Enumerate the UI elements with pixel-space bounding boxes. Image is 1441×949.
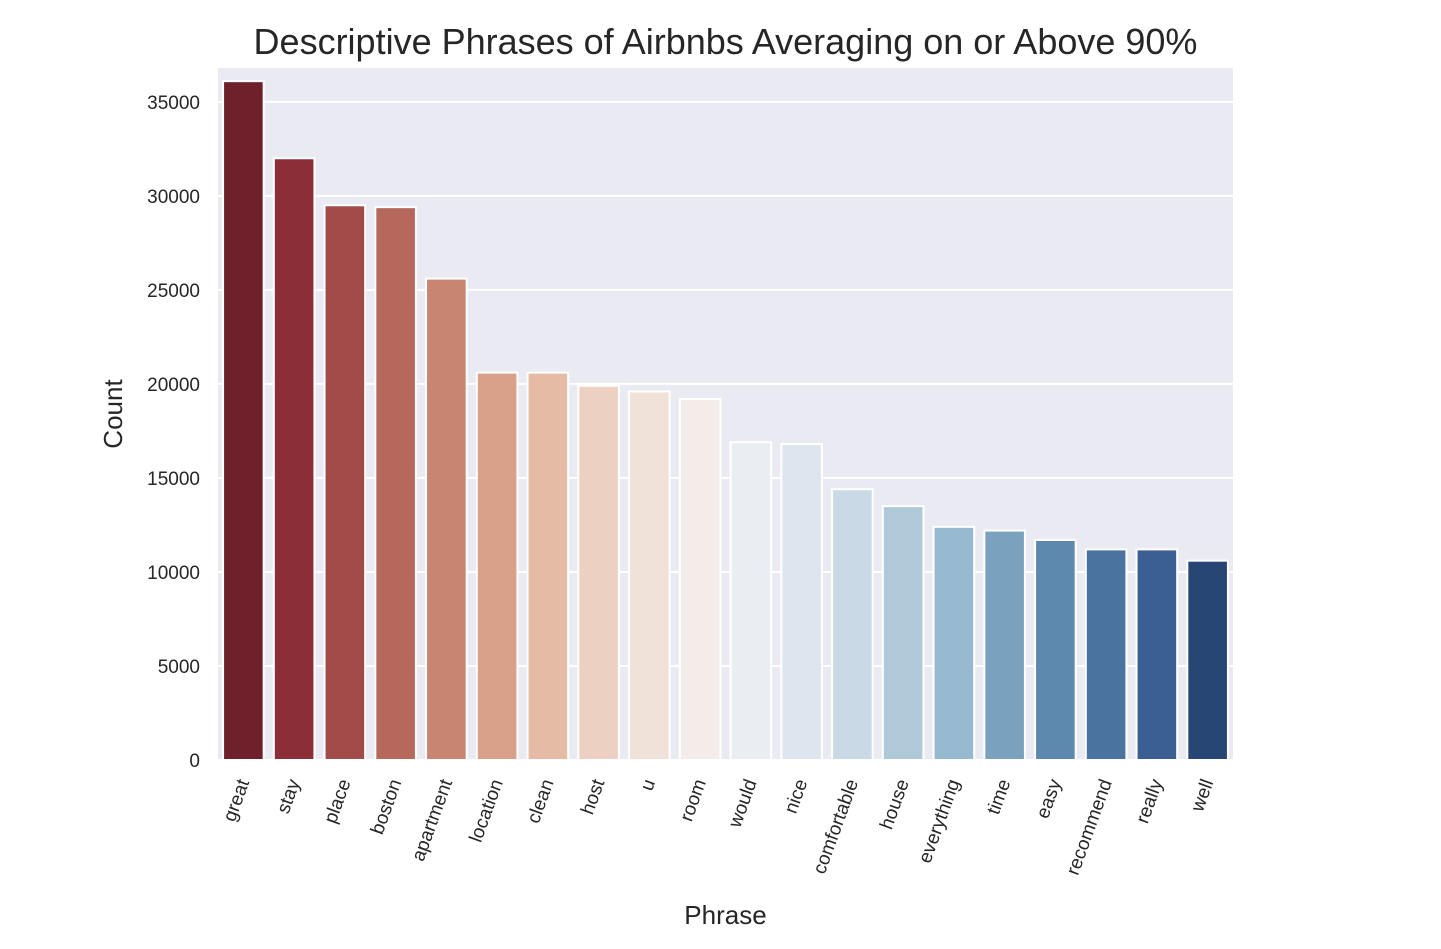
- y-tick-label: 30000: [147, 187, 200, 208]
- x-tick-label: location: [466, 777, 508, 846]
- x-tick-label: everything: [915, 777, 965, 867]
- x-tick-label: u: [637, 777, 660, 794]
- y-tick-label: 25000: [147, 281, 200, 302]
- x-tick-label: apartment: [408, 776, 457, 864]
- x-tick-label: comfortable: [809, 777, 863, 877]
- x-tick-label: room: [676, 777, 711, 825]
- y-tick-label: 15000: [147, 469, 200, 490]
- x-axis-label: Phrase: [684, 900, 766, 930]
- y-axis-label: Count: [98, 379, 128, 449]
- bar-great: [222, 80, 265, 762]
- plot-area: [218, 68, 1233, 760]
- bar-place: [323, 204, 367, 762]
- bars: [222, 80, 1229, 762]
- x-tick-label: time: [983, 777, 1015, 818]
- bar-time: [983, 529, 1026, 762]
- x-tick-label: really: [1132, 776, 1167, 826]
- x-tick-label: well: [1187, 777, 1218, 816]
- x-tick-label: clean: [523, 777, 558, 827]
- y-tick-label: 20000: [147, 375, 200, 396]
- x-tick-label: easy: [1033, 776, 1067, 821]
- x-tick-label: host: [577, 776, 609, 818]
- bar-boston: [374, 206, 417, 762]
- chart-title: Descriptive Phrases of Airbnbs Averaging…: [254, 21, 1198, 62]
- y-tick-label: 10000: [147, 563, 200, 584]
- y-axis-ticks: 0 5000 10000 15000 20000 25000 30000 35000: [147, 93, 200, 772]
- bar-location: [475, 371, 519, 761]
- x-tick-label: recommend: [1063, 777, 1117, 878]
- bar-house: [881, 505, 925, 761]
- y-tick-label: 5000: [158, 657, 200, 678]
- bar-clean: [526, 371, 570, 761]
- bar-nice: [780, 443, 823, 761]
- bar-well: [1186, 559, 1229, 761]
- x-tick-label: place: [320, 777, 355, 827]
- x-tick-label: house: [876, 777, 913, 833]
- bar-u: [628, 390, 671, 761]
- bar-host: [577, 384, 620, 761]
- bar-comfortable: [831, 488, 874, 761]
- x-tick-label: would: [725, 777, 762, 832]
- x-tick-label: nice: [781, 777, 813, 817]
- bar-room: [678, 397, 722, 761]
- bar-apartment: [425, 277, 468, 761]
- x-tick-label: boston: [367, 777, 406, 838]
- x-tick-label: great: [220, 776, 255, 825]
- bar-would: [729, 441, 773, 761]
- bar-really: [1135, 548, 1179, 761]
- y-tick-label: 35000: [147, 93, 200, 114]
- bar-stay: [272, 157, 316, 761]
- x-axis-ticks: great stay place boston apartment location cle…: [220, 776, 1219, 878]
- bar-recommend: [1084, 548, 1128, 761]
- bar-everything: [932, 525, 976, 762]
- bar-easy: [1034, 538, 1077, 761]
- y-tick-label: 0: [189, 751, 200, 772]
- x-tick-label: stay: [273, 776, 305, 816]
